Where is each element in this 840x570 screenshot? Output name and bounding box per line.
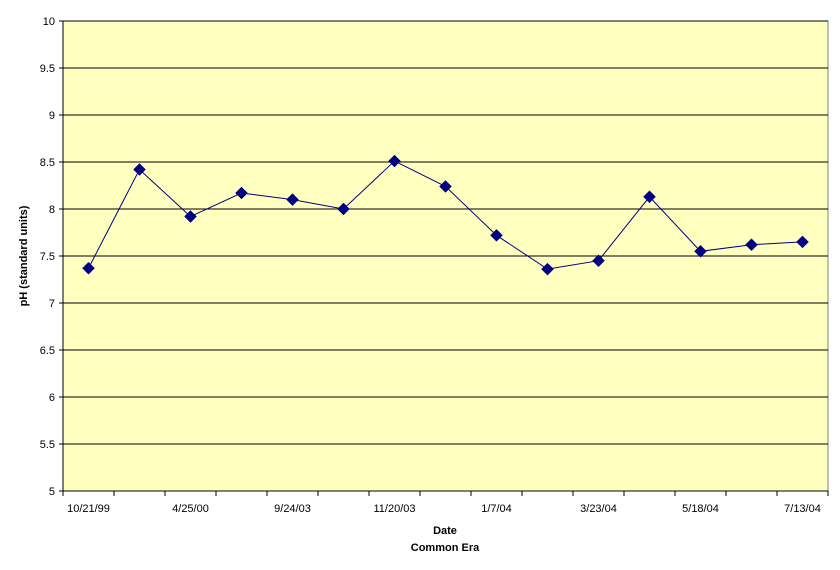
x-tick-label: 9/24/03 [274,503,311,515]
data-point-marker [796,235,809,249]
data-point-marker [184,210,197,223]
y-tick-label: 5.5 [40,439,55,451]
data-point-marker [286,193,299,206]
data-point-marker [388,154,401,168]
x-tick-label: 11/20/03 [373,503,415,515]
x-tick-label: 4/25/00 [172,503,209,515]
data-point-marker [439,180,452,193]
x-axis-title: Date [433,525,457,537]
data-point-marker [694,244,707,258]
x-tick-label: 10/21/99 [67,503,110,515]
y-axis-ticks: 5 5.5 6 6.5 7 7.5 8 8.5 9 9.5 10 [40,16,63,498]
data-point-marker [643,190,656,204]
data-point-marker [592,254,605,268]
y-tick-label: 5 [49,486,55,498]
y-tick-label: 6 [49,392,55,404]
data-point-marker [337,202,350,216]
x-tick-label: 7/13/04 [784,503,821,515]
x-axis-ticks: 10/21/99 4/25/00 9/24/03 11/20/03 1/7/04 3/23… [62,491,829,515]
data-point-marker [490,228,503,242]
y-tick-label: 7 [49,298,55,310]
data-point-marker [235,186,248,200]
x-tick-label: 3/23/04 [580,503,617,515]
x-tick-label: 5/18/04 [682,503,719,515]
y-tick-label: 6.5 [40,345,55,357]
x-tick-label: 1/7/04 [481,503,512,515]
data-point-marker [745,238,758,252]
y-tick-label: 8.5 [40,157,55,169]
x-axis-subtitle: Common Era [411,542,480,554]
y-tick-label: 10 [43,16,55,28]
data-point-marker [133,163,146,176]
data-point-marker [541,262,554,276]
y-tick-label: 9 [49,110,55,122]
y-axis-title: pH (standard units) [18,205,30,306]
data-point-marker [82,261,95,275]
gridlines [63,20,828,445]
data-markers [82,154,809,276]
y-tick-label: 8 [49,204,55,216]
y-tick-label: 9.5 [40,63,55,75]
y-tick-label: 7.5 [40,251,55,263]
